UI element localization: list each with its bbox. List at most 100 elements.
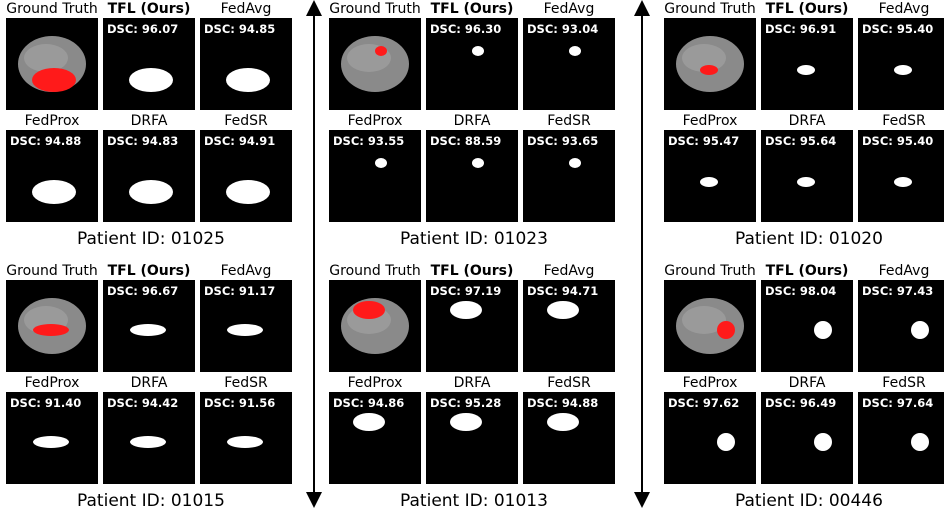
caption: Patient ID: 01025 [77, 229, 225, 249]
panel-image [664, 280, 756, 372]
panel-image: DSC: 91.40 [6, 392, 98, 484]
segmentation [700, 177, 718, 187]
dsc-score: DSC: 88.59 [430, 134, 501, 148]
panel-label: FedProx [348, 375, 403, 391]
patient-group: Ground TruthTFL (Ours)DSC: 96.67FedAvgDS… [6, 263, 292, 510]
dsc-score: DSC: 96.67 [107, 284, 178, 298]
caption: Patient ID: 01023 [400, 229, 548, 249]
panel-image: DSC: 95.28 [426, 392, 518, 484]
panel-image: DSC: 93.04 [523, 18, 615, 110]
caption: Patient ID: 01015 [77, 491, 225, 510]
panel-image: DSC: 97.62 [664, 392, 756, 484]
segmentation [814, 433, 832, 451]
dsc-score: DSC: 94.42 [107, 396, 178, 410]
panel-image: DSC: 95.40 [858, 18, 944, 110]
panel-image: DSC: 97.43 [858, 280, 944, 372]
dsc-score: DSC: 94.91 [204, 134, 275, 148]
segmentation [569, 46, 581, 56]
dsc-score: DSC: 93.55 [333, 134, 404, 148]
dsc-score: DSC: 95.40 [862, 134, 933, 148]
segmentation [911, 433, 929, 451]
lesion-overlay [375, 46, 387, 56]
panel-image: DSC: 91.17 [200, 280, 292, 372]
dsc-score: DSC: 98.04 [765, 284, 836, 298]
panel-label: FedAvg [221, 1, 272, 17]
dsc-score: DSC: 95.47 [668, 134, 739, 148]
panel-image [6, 280, 98, 372]
panel-label: DRFA [454, 375, 491, 391]
lesion-overlay [353, 301, 385, 319]
panel-label: DRFA [131, 375, 168, 391]
panel-label: FedProx [25, 113, 80, 129]
dsc-score: DSC: 95.28 [430, 396, 501, 410]
panel-image: DSC: 91.56 [200, 392, 292, 484]
dsc-score: DSC: 91.40 [10, 396, 81, 410]
panel-label: Ground Truth [329, 263, 420, 279]
panel-image: DSC: 94.83 [103, 130, 195, 222]
panel-label: DRFA [454, 113, 491, 129]
panel-image: DSC: 93.55 [329, 130, 421, 222]
patient-group: Ground TruthTFL (Ours)DSC: 96.30FedAvgDS… [329, 1, 615, 249]
panel-image [329, 280, 421, 372]
panel-label: TFL (Ours) [766, 1, 849, 17]
dsc-score: DSC: 91.56 [204, 396, 275, 410]
panel-image: DSC: 96.49 [761, 392, 853, 484]
dsc-score: DSC: 96.91 [765, 22, 836, 36]
segmentation [450, 413, 482, 431]
dsc-score: DSC: 96.30 [430, 22, 501, 36]
segmentation [33, 436, 69, 448]
panel-image: DSC: 98.04 [761, 280, 853, 372]
segmentation [717, 433, 735, 451]
figure: Ground TruthTFL (Ours)DSC: 96.07FedAvgDS… [0, 0, 944, 510]
panel-image: DSC: 96.91 [761, 18, 853, 110]
panel-image [664, 18, 756, 110]
panel-image: DSC: 95.40 [858, 130, 944, 222]
segmentation [450, 301, 482, 319]
panel-label: TFL (Ours) [766, 263, 849, 279]
dsc-score: DSC: 91.17 [204, 284, 275, 298]
panel-image: DSC: 94.85 [200, 18, 292, 110]
lesion-overlay [33, 324, 69, 336]
dsc-score: DSC: 96.49 [765, 396, 836, 410]
panel-image: DSC: 96.30 [426, 18, 518, 110]
panel-label: Ground Truth [6, 263, 97, 279]
segmentation [814, 321, 832, 339]
panel-label: FedSR [547, 113, 591, 129]
segmentation [130, 436, 166, 448]
segmentation [911, 321, 929, 339]
panel-image: DSC: 97.19 [426, 280, 518, 372]
segmentation [375, 158, 387, 168]
panel-label: FedProx [683, 375, 738, 391]
dsc-score: DSC: 94.71 [527, 284, 598, 298]
segmentation [547, 413, 579, 431]
panel-label: TFL (Ours) [431, 1, 514, 17]
lesion-overlay [717, 321, 735, 339]
segmentation [227, 436, 263, 448]
panel-label: FedProx [348, 113, 403, 129]
segmentation [472, 46, 484, 56]
panel-image: DSC: 97.64 [858, 392, 944, 484]
panel-label: TFL (Ours) [108, 1, 191, 17]
dsc-score: DSC: 93.65 [527, 134, 598, 148]
segmentation [353, 413, 385, 431]
panel-label: FedAvg [879, 263, 930, 279]
dsc-score: DSC: 94.85 [204, 22, 275, 36]
segmentation [797, 177, 815, 187]
segmentation [226, 68, 270, 92]
segmentation [472, 158, 484, 168]
dsc-score: DSC: 94.83 [107, 134, 178, 148]
panel-image [6, 18, 98, 110]
caption: Patient ID: 01020 [735, 229, 883, 249]
page: {"groups": [ {"caption": "Patient ID: 01… [0, 0, 944, 510]
panel-label: Ground Truth [664, 263, 755, 279]
panel-image: DSC: 94.71 [523, 280, 615, 372]
panel-image: DSC: 94.88 [523, 392, 615, 484]
panel-label: Ground Truth [6, 1, 97, 17]
panel-label: FedProx [25, 375, 80, 391]
panel-image: DSC: 88.59 [426, 130, 518, 222]
dsc-score: DSC: 97.62 [668, 396, 739, 410]
